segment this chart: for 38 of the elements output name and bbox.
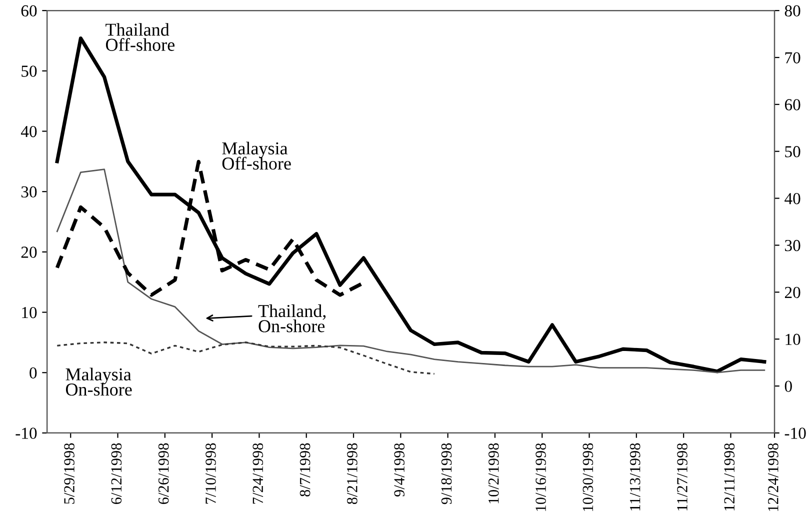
x-tick-label: 8/21/1998 [347,443,358,504]
annotation: Thailand, On-shore [258,304,326,332]
y-tick-label: 40 [20,126,37,138]
y2-tick-label: 10 [786,334,800,346]
y-tick-label: -10 [16,428,37,439]
x-tick-label: 8/7/1998 [300,443,310,496]
x-tick-label: 10/30/1998 [582,443,594,511]
y2-tick-label: 80 [784,5,800,17]
y-tick-label: 50 [22,66,37,77]
x-tick-label: 11/27/1998 [677,443,688,510]
y2-tick-label: 50 [785,146,800,158]
x-tick-label: 5/29/1998 [64,443,74,504]
x-tick-label: 12/11/1998 [724,443,735,510]
annotation: Malaysia On-shore [66,368,132,396]
y2-tick-label: 40 [784,192,800,204]
x-tick-label: 10/16/1998 [536,443,546,511]
y-tick-label: 10 [22,306,37,318]
x-tick-label: 10/2/1998 [488,443,499,504]
x-tick-label: 9/4/1998 [394,443,404,497]
y-tick-label: 30 [21,186,37,198]
x-tick-label: 6/26/1998 [158,443,169,504]
y2-tick-label: 70 [785,52,800,64]
y2-tick-label: 60 [784,99,800,110]
y-tick-label: 60 [21,5,37,17]
annotation: Malaysia Off-shore [222,142,291,170]
y2-tick-label: 30 [785,240,800,252]
y-tick-label: 20 [21,246,37,258]
x-tick-label: 9/18/1998 [441,443,452,504]
x-tick-label: 11/13/1998 [630,443,640,510]
y2-tick-label: 20 [784,286,800,298]
y-tick-label: 0 [30,367,37,379]
y2-tick-label: 0 [784,380,792,392]
y2-tick-label: -10 [784,428,806,439]
x-tick-label: 7/10/1998 [206,443,216,504]
x-tick-label: 6/12/1998 [111,443,122,504]
x-tick-label: 12/24/1998 [768,443,778,511]
x-tick-label: 7/24/1998 [252,443,264,504]
annotation: Thailand Off-shore [106,23,174,51]
